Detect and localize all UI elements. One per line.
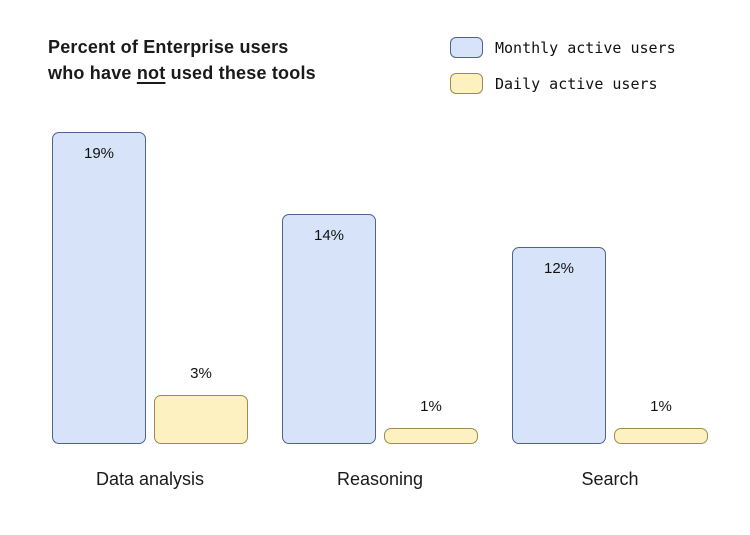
bar-group: 12% 1% (512, 247, 708, 444)
legend-label-daily: Daily active users (495, 74, 658, 93)
bar-value-label: 19% (83, 145, 115, 162)
category-label: Reasoning (336, 469, 424, 489)
monthly-swatch-icon (450, 37, 483, 58)
category-label: Search (581, 469, 639, 489)
bar-value-label: 12% (543, 260, 575, 277)
bar-group: 19% 3% (52, 132, 248, 444)
legend: Monthly active users Daily active users (450, 37, 676, 94)
bar-monthly: 12% (512, 247, 606, 444)
bar-group: 14% 1% (282, 214, 478, 444)
underlined-word: not (136, 63, 166, 83)
daily-swatch-icon (450, 73, 483, 94)
legend-item-daily: Daily active users (450, 73, 676, 94)
bar-monthly: 19% (52, 132, 146, 444)
bar-daily (614, 428, 708, 444)
bar-value-label: 1% (650, 398, 672, 415)
bar-daily-column: 3% (154, 366, 248, 444)
bar-daily (154, 395, 248, 444)
bar-monthly: 14% (282, 214, 376, 444)
category-label: Data analysis (95, 469, 205, 489)
legend-item-monthly: Monthly active users (450, 37, 676, 58)
chart-title: Percent of Enterprise users who have not… (48, 34, 388, 86)
bar-value-label: 1% (420, 398, 442, 415)
bar-value-label: 3% (190, 365, 212, 382)
legend-label-monthly: Monthly active users (495, 38, 676, 57)
chart-title-line2: who have not used these tools (48, 63, 316, 83)
chart-title-line1: Percent of Enterprise users (48, 37, 289, 57)
bar-value-label: 14% (313, 227, 345, 244)
bar-daily-column: 1% (384, 399, 478, 444)
bar-daily-column: 1% (614, 399, 708, 444)
bar-daily (384, 428, 478, 444)
